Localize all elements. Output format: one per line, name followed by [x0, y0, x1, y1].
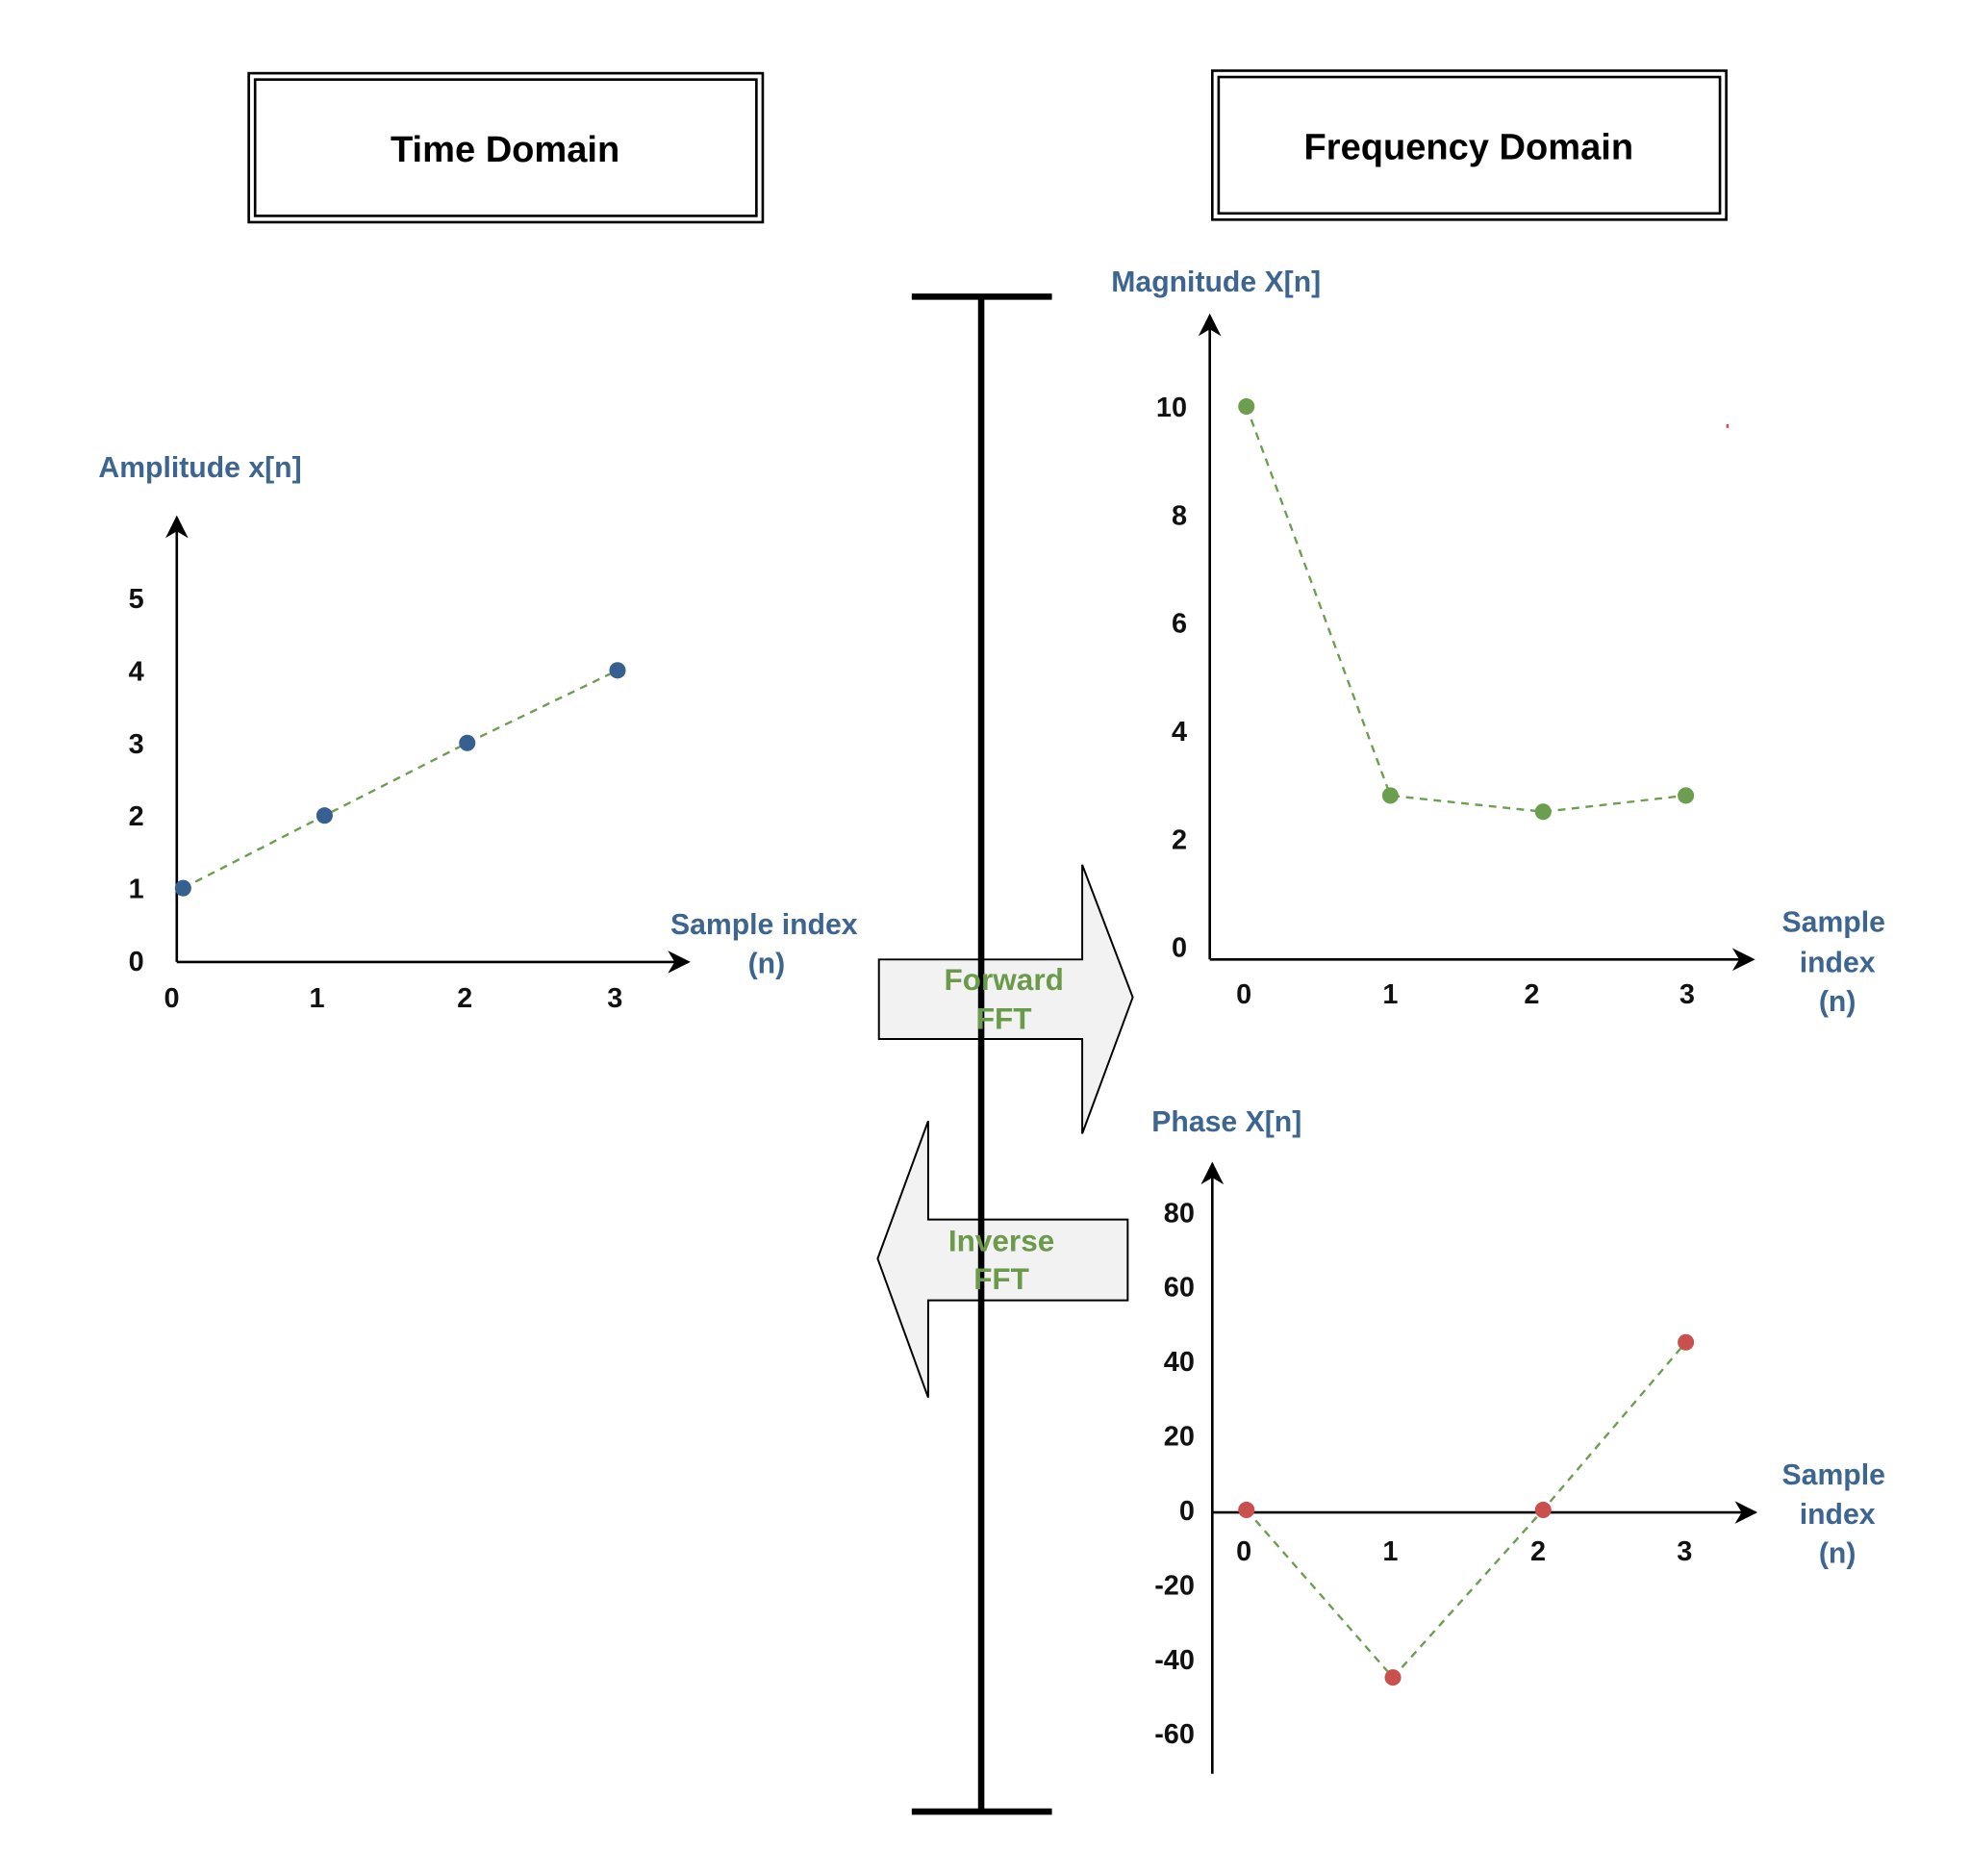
magnitude-data-point — [1534, 803, 1552, 821]
stray-dot — [1726, 423, 1730, 428]
magnitude-x-tick-label: 1 — [1382, 979, 1398, 1010]
phase-x-tick-label: 3 — [1677, 1536, 1692, 1567]
phase-y-tick-label: 20 — [1164, 1422, 1195, 1453]
time-domain-title: Time Domain — [391, 130, 619, 170]
time-y-axis-label: Amplitude x[n] — [98, 452, 301, 484]
phase-y-tick-label: -60 — [1154, 1719, 1195, 1750]
magnitude-x-axis-label: index — [1800, 947, 1876, 978]
phase-data-point — [1678, 1333, 1695, 1351]
forward-fft-label-line1: Forward — [945, 962, 1064, 997]
phase-y-tick-label: -40 — [1154, 1645, 1195, 1676]
magnitude-y-tick-label: 6 — [1172, 609, 1187, 640]
time-connector-line — [182, 669, 619, 890]
magnitude-x-axis-label: Sample — [1782, 906, 1885, 938]
inverse-fft-arrow — [876, 1120, 1129, 1398]
phase-x-axis-label: (n) — [1819, 1538, 1856, 1570]
magnitude-y-axis-label: Magnitude X[n] — [1111, 266, 1321, 298]
domain-divider — [911, 293, 1052, 1815]
phase-chart: -60 -40 -20 0 20 40 60 80 0 1 2 3 Phase X[n] Sample in… — [1151, 1106, 1885, 1774]
time-x-tick-label: 3 — [607, 983, 622, 1014]
inverse-fft-label-line1: Inverse — [948, 1223, 1054, 1257]
phase-y-tick-label: -20 — [1154, 1570, 1195, 1601]
phase-connector-line — [1245, 1341, 1687, 1680]
time-x-tick-label: 1 — [309, 983, 324, 1014]
magnitude-y-tick-label: 8 — [1172, 500, 1187, 531]
time-data-point — [609, 662, 626, 679]
phase-y-axis-label: Phase X[n] — [1151, 1106, 1301, 1138]
time-x-axis-label: (n) — [748, 949, 786, 980]
forward-fft-label-line2: FFT — [976, 1001, 1032, 1035]
magnitude-x-tick-label: 0 — [1236, 979, 1251, 1010]
phase-data-point — [1238, 1501, 1255, 1518]
magnitude-x-tick-label: 2 — [1524, 979, 1539, 1010]
phase-x-axis-label: Sample — [1782, 1459, 1885, 1491]
inverse-fft-label-line2: FFT — [973, 1261, 1029, 1296]
phase-y-tick-label: 40 — [1164, 1347, 1195, 1378]
phase-x-tick-label: 1 — [1382, 1536, 1398, 1567]
time-y-tick-label: 1 — [129, 875, 144, 905]
time-data-point — [459, 734, 476, 751]
forward-fft-arrow — [877, 864, 1134, 1134]
time-chart: 0 1 2 3 4 5 0 1 2 3 Amplitude x[n] Sample index (n) — [98, 452, 857, 1014]
magnitude-data-point — [1678, 787, 1695, 804]
phase-y-tick-label: 0 — [1179, 1496, 1195, 1527]
magnitude-connector-line — [1245, 406, 1686, 813]
phase-y-tick-label: 80 — [1164, 1198, 1195, 1229]
time-y-tick-label: 0 — [129, 947, 144, 977]
magnitude-x-axis-label: (n) — [1819, 986, 1856, 1018]
phase-data-point — [1384, 1669, 1402, 1686]
frequency-domain-header: Frequency Domain — [1210, 69, 1728, 221]
magnitude-data-point — [1381, 787, 1399, 804]
phase-x-tick-label: 0 — [1236, 1536, 1251, 1567]
time-y-tick-label: 4 — [129, 656, 144, 687]
phase-data-point — [1534, 1501, 1552, 1518]
time-x-tick-label: 2 — [457, 983, 472, 1014]
frequency-domain-title: Frequency Domain — [1304, 127, 1634, 167]
magnitude-y-tick-label: 2 — [1172, 824, 1187, 855]
time-domain-header: Time Domain — [247, 71, 765, 224]
time-data-point — [316, 807, 333, 824]
magnitude-data-point — [1238, 398, 1255, 416]
time-x-axis-label: Sample index — [670, 909, 858, 941]
phase-y-tick-label: 60 — [1164, 1273, 1195, 1304]
magnitude-y-tick-label: 10 — [1156, 393, 1187, 423]
magnitude-chart: 0 2 4 6 8 10 0 1 2 3 Magnitude X[n] Sample index (n) — [1111, 266, 1885, 1018]
phase-x-axis-label: index — [1800, 1499, 1876, 1531]
magnitude-y-tick-label: 0 — [1172, 933, 1187, 964]
time-y-tick-label: 5 — [129, 584, 144, 615]
time-y-tick-label: 2 — [129, 801, 144, 832]
phase-x-tick-label: 2 — [1530, 1536, 1546, 1567]
magnitude-y-tick-label: 4 — [1172, 717, 1187, 748]
magnitude-x-tick-label: 3 — [1680, 979, 1695, 1010]
time-x-tick-label: 0 — [164, 983, 180, 1014]
time-data-point — [174, 879, 191, 897]
time-y-tick-label: 3 — [129, 729, 144, 760]
